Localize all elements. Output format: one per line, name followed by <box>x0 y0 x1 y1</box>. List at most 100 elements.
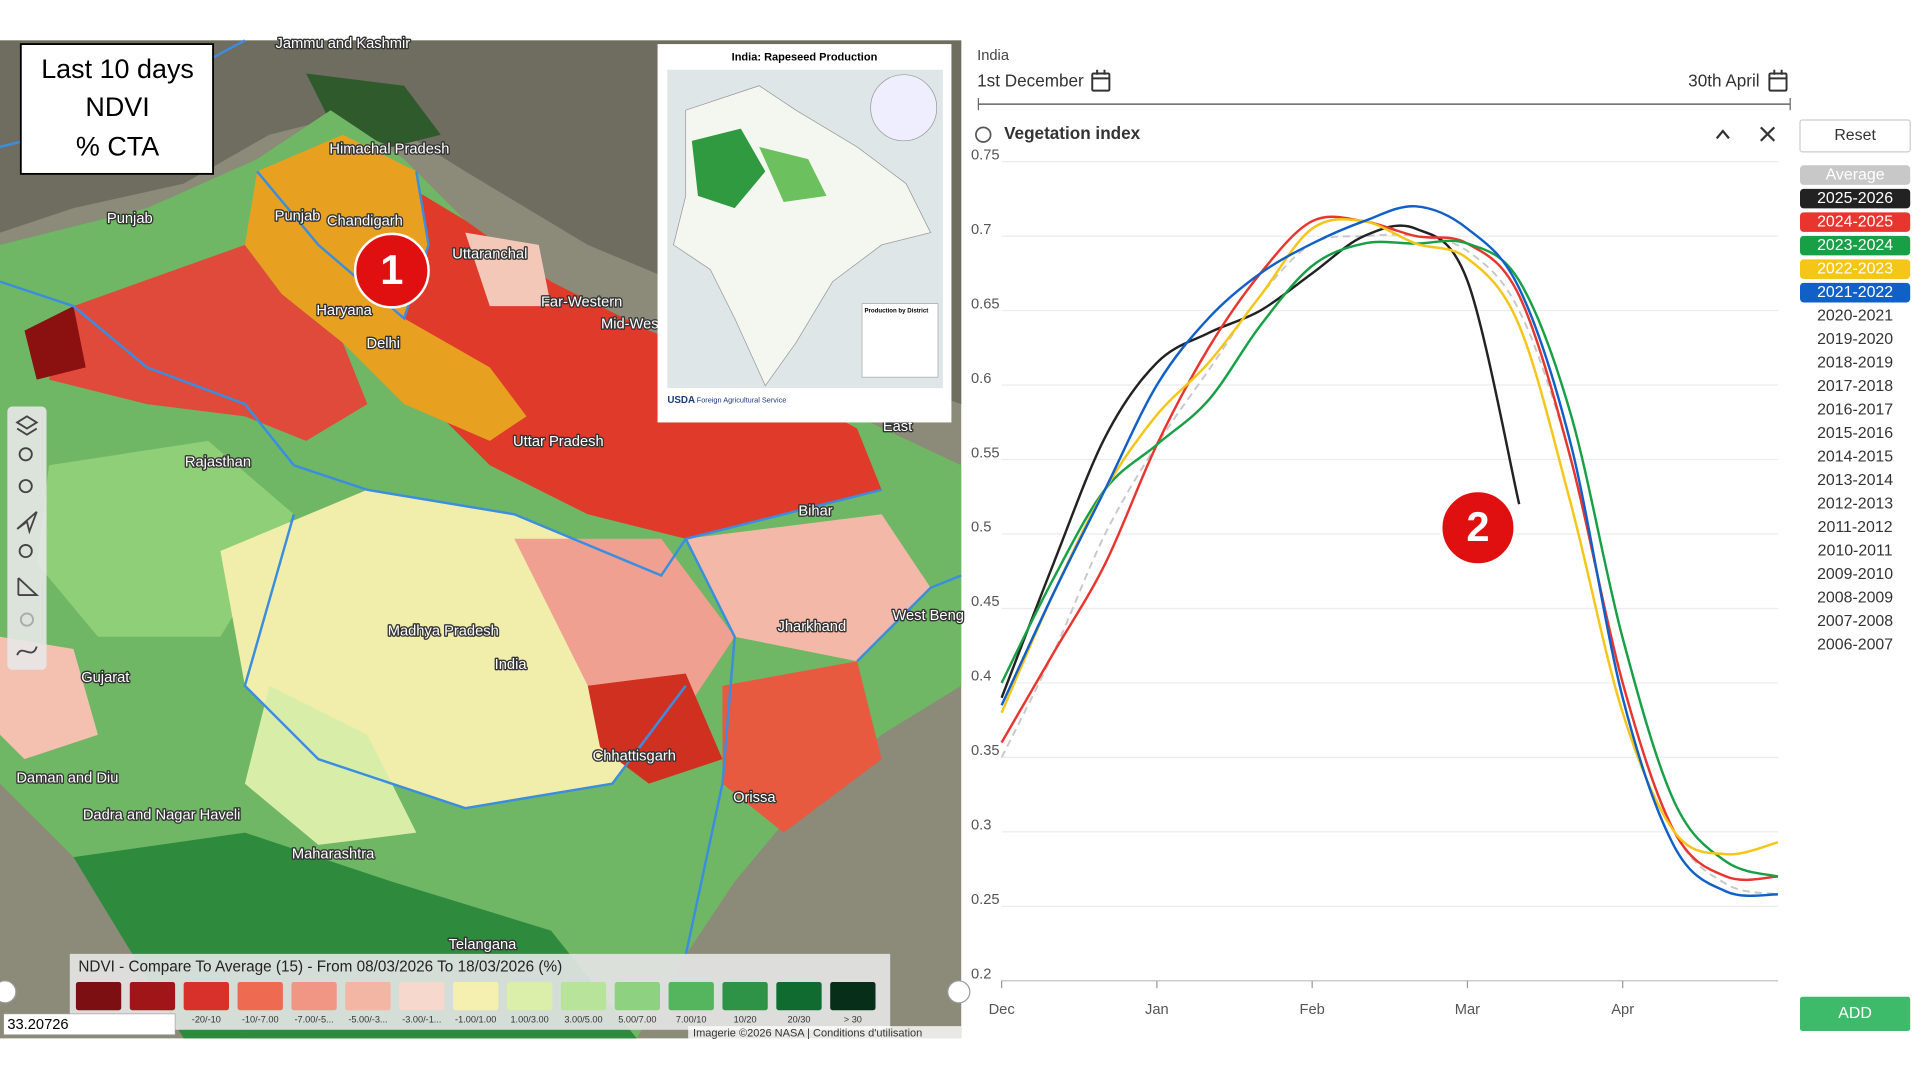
legend-swatch[interactable] <box>614 982 661 1011</box>
legend-label: -3.00/-1... <box>402 1014 441 1024</box>
legend-item-inactive[interactable]: 2014-2015 <box>1817 448 1893 465</box>
legend-label: -1.00/1.00 <box>455 1014 496 1024</box>
layers-button[interactable] <box>15 415 39 436</box>
boundary <box>0 280 882 578</box>
y-tick-label: 0.7 <box>971 222 991 238</box>
search-button[interactable] <box>18 543 33 559</box>
place-label: Himachal Pradesh <box>329 141 449 157</box>
legend-item-inactive[interactable]: 2010-2011 <box>1818 542 1893 559</box>
collapse-button[interactable] <box>1715 129 1730 140</box>
region <box>514 538 735 711</box>
legend-item-label: Average <box>1826 166 1885 183</box>
zoom-out-button[interactable] <box>18 479 33 494</box>
start-calendar-button[interactable] <box>1091 72 1111 92</box>
inset-globe <box>870 74 938 142</box>
legend-item-label: 2022-2023 <box>1817 260 1893 277</box>
overlay-text: % CTA <box>76 131 159 161</box>
legend-swatch[interactable] <box>291 982 337 1011</box>
target-button[interactable] <box>19 612 34 627</box>
legend-swatch[interactable] <box>183 982 229 1011</box>
series-line <box>1000 224 1521 699</box>
marker <box>1440 489 1516 566</box>
legend-swatch[interactable] <box>722 982 768 1011</box>
map[interactable]: Jammu and Kashmir Himachal Pradesh Punjab P… <box>0 35 971 1040</box>
region <box>24 306 86 380</box>
legend-item-inactive[interactable]: 2019-2020 <box>1817 331 1893 348</box>
y-tick-label: 0.3 <box>971 818 991 834</box>
measure-button[interactable] <box>17 577 40 597</box>
y-tick-label: 0.75 <box>971 147 1000 163</box>
legend-swatch[interactable] <box>129 982 176 1011</box>
map-next-button[interactable] <box>947 980 971 1004</box>
legend-item-inactive[interactable]: 2020-2021 <box>1817 307 1893 324</box>
map-toolbar <box>7 406 47 670</box>
legend-swatch[interactable] <box>560 982 607 1011</box>
legend-label: 3.00/5.00 <box>564 1014 602 1024</box>
boundary <box>684 538 736 956</box>
globe-icon <box>975 126 992 143</box>
legend-item-inactive[interactable]: 2012-2013 <box>1817 495 1893 512</box>
series-line <box>1000 215 1779 882</box>
close-button[interactable] <box>1760 126 1776 142</box>
legend-swatch[interactable] <box>75 982 122 1011</box>
legend-item-inactive[interactable]: 2015-2016 <box>1817 425 1893 442</box>
locate-button[interactable] <box>16 511 38 535</box>
legend-item[interactable] <box>1800 165 1911 185</box>
legend-swatch[interactable] <box>776 982 822 1011</box>
y-tick-label: 0.65 <box>971 296 1000 312</box>
legend-item-inactive[interactable]: 2013-2014 <box>1817 472 1893 489</box>
add-button[interactable] <box>1800 996 1911 1032</box>
draw-button[interactable] <box>16 646 38 656</box>
y-tick-label: 0.4 <box>971 669 991 685</box>
legend-swatch[interactable] <box>506 982 553 1011</box>
legend-swatch[interactable] <box>399 982 445 1011</box>
place-label: Delhi <box>367 336 400 352</box>
place-label: Mid-West <box>601 316 663 332</box>
reset-button[interactable] <box>1799 119 1911 153</box>
place-label: Maharashtra <box>292 847 375 863</box>
inset-legend-title: Production by District <box>864 308 928 315</box>
legend-label: 5.00/7.00 <box>618 1014 656 1024</box>
legend-item-inactive[interactable]: 2006-2007 <box>1817 637 1893 654</box>
legend-item[interactable] <box>1800 212 1911 232</box>
place-label: Daman and Diu <box>16 771 118 787</box>
legend-item[interactable] <box>1800 282 1911 303</box>
y-tick-label: 0.5 <box>971 520 991 536</box>
legend-label: -20/-10 <box>192 1014 221 1024</box>
legend-label: 10/20 <box>734 1014 757 1024</box>
overlay-text: NDVI <box>85 92 149 122</box>
start-date[interactable]: 1st December <box>977 71 1084 91</box>
legend-label: > 30 <box>844 1014 862 1024</box>
legend-item-inactive[interactable]: 2018-2019 <box>1817 354 1893 371</box>
legend-item-inactive[interactable]: 2016-2017 <box>1817 401 1893 418</box>
legend-label: 20/30 <box>788 1014 811 1024</box>
legend-swatch[interactable] <box>668 982 714 1011</box>
legend-swatch[interactable] <box>830 982 876 1011</box>
place-label: Uttar Pradesh <box>513 434 604 450</box>
legend-label: -10/-7.00 <box>242 1014 279 1024</box>
place-label: Rajasthan <box>185 455 251 471</box>
zoom-in-button[interactable] <box>18 447 33 462</box>
legend-item[interactable] <box>1800 235 1911 256</box>
region <box>48 244 368 441</box>
legend-item-inactive[interactable]: 2017-2018 <box>1817 378 1893 395</box>
inset-agency: Foreign Agricultural Service <box>697 395 787 404</box>
legend-item-inactive[interactable]: 2009-2010 <box>1817 566 1893 583</box>
legend-swatch[interactable] <box>237 982 283 1011</box>
legend-swatch[interactable] <box>345 982 391 1011</box>
legend-item-inactive[interactable]: 2008-2009 <box>1817 589 1893 606</box>
end-date[interactable]: 30th April <box>1688 71 1759 91</box>
place-label: Uttaranchal <box>452 247 527 263</box>
place-label: Punjab <box>107 211 153 227</box>
legend-item-inactive[interactable]: 2007-2008 <box>1817 613 1893 630</box>
legend-swatch[interactable] <box>453 982 499 1011</box>
overlay-box <box>19 43 214 175</box>
place-labels: Jammu and Kashmir Himachal Pradesh Punjab P… <box>15 35 965 955</box>
legend-item-inactive[interactable]: 2011-2012 <box>1818 519 1893 536</box>
legend-label: -7.00/-5... <box>294 1014 333 1024</box>
map-prev-button[interactable] <box>0 980 17 1004</box>
legend-item[interactable] <box>1800 259 1911 279</box>
end-calendar-button[interactable] <box>1768 72 1788 92</box>
boundary <box>243 513 687 810</box>
legend-item[interactable] <box>1800 188 1911 209</box>
